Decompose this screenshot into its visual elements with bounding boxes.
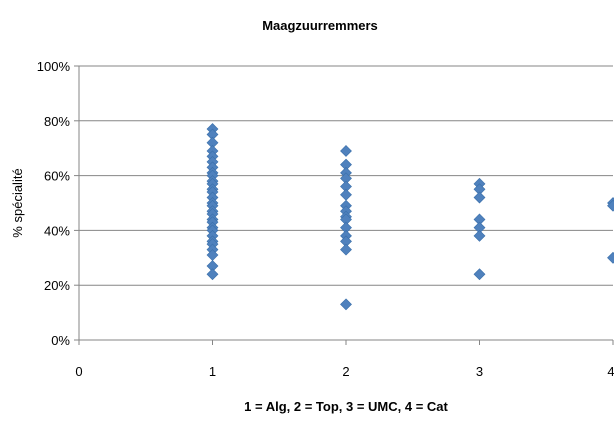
data-point [474,192,485,203]
data-point [341,145,352,156]
data-point [474,230,485,241]
y-axis-title: % spécialité [10,168,25,237]
y-tick-label: 60% [44,169,70,184]
data-point [207,269,218,280]
data-point [341,244,352,255]
x-axis-title: 1 = Alg, 2 = Top, 3 = UMC, 4 = Cat [244,399,448,414]
x-tick-label: 3 [476,364,483,379]
y-tick-labels: 0% 20% 40% 60% 80% 100% [37,59,71,348]
data-points [207,124,614,310]
data-point [341,299,352,310]
x-tick-label: 2 [342,364,349,379]
data-point [474,269,485,280]
y-tick-label: 20% [44,278,70,293]
data-point [341,189,352,200]
x-tick-label: 1 [209,364,216,379]
x-tick-labels: 0 1 2 3 4 [75,364,614,379]
x-tick-label: 4 [607,364,614,379]
y-tick-label: 80% [44,114,70,129]
x-tick-label: 0 [75,364,82,379]
chart-title: Maagzuurremmers [262,18,378,33]
y-tick-label: 100% [37,59,71,74]
y-tick-label: 0% [51,333,70,348]
y-tick-label: 40% [44,223,70,238]
data-point [608,252,614,263]
